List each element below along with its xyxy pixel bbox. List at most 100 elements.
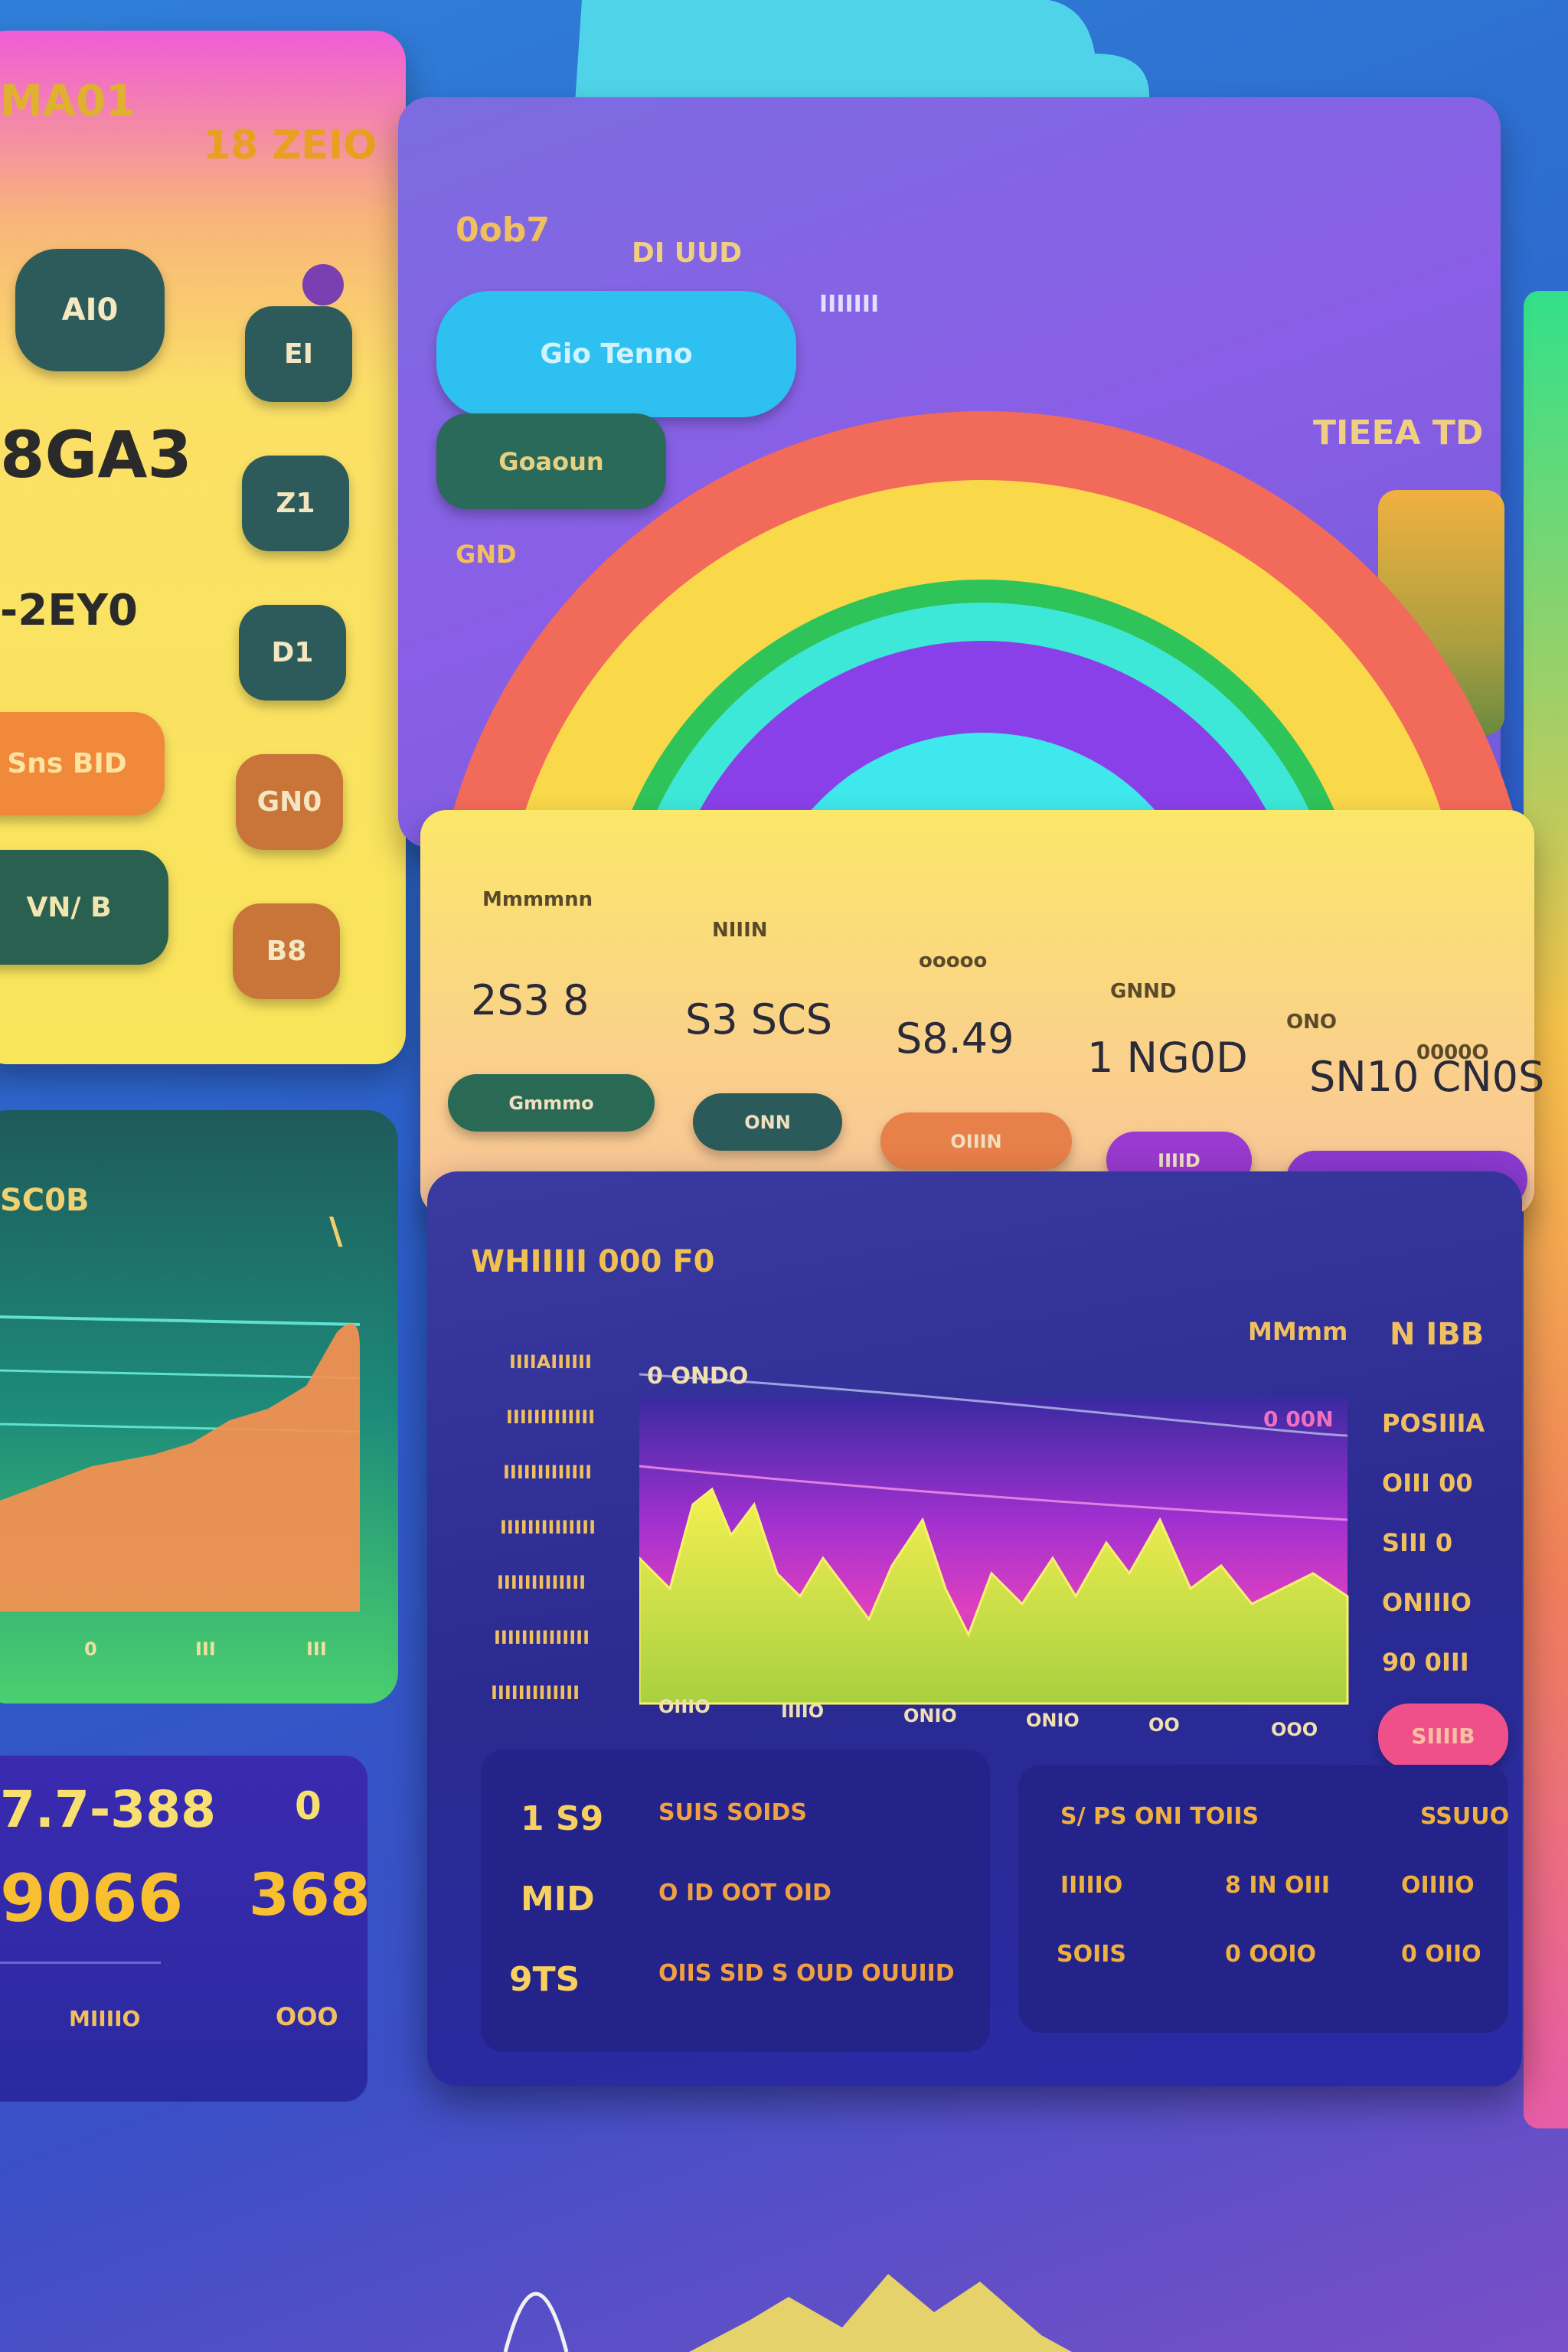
shape (689, 2274, 1072, 2352)
text: 0ob7 (456, 211, 550, 250)
text: IIIIIII (819, 291, 880, 318)
table-cell: SSUUO (1420, 1803, 1510, 1830)
table-cell: MID (521, 1880, 595, 1919)
table-cell: SOIIS (1057, 1941, 1127, 1968)
table-left (481, 1749, 990, 2052)
area-chart (639, 1373, 1349, 1705)
text: WHIIIII 000 F0 (471, 1244, 715, 1279)
row-label: IIIIIIIIIIIIII (494, 1627, 590, 1648)
stat-value: 1 NG0D (1087, 1034, 1248, 1082)
x-tick-label: OO (1148, 1714, 1180, 1736)
table-cell: S/ PS ONI TOIIS (1060, 1803, 1259, 1830)
text[interactable]: VN/ B (0, 850, 168, 965)
stat-label: ooooo (919, 949, 988, 972)
row-label: IIIIIIIIIIIII (491, 1682, 580, 1704)
stat-button[interactable]: ONN (693, 1093, 842, 1151)
text: 18 ZEIO (203, 122, 377, 168)
left-area-chart (0, 1315, 361, 1612)
text: 7.7-388 (0, 1780, 217, 1839)
edge-panel (1524, 291, 1568, 2128)
stat-value: 2S3 8 (471, 976, 590, 1024)
text[interactable]: AI0 (15, 249, 165, 371)
row-label: IIIIAIIIIII (509, 1351, 592, 1373)
table-cell: SUIS SOIDS (658, 1799, 807, 1826)
text: 0 ONDO (647, 1363, 749, 1390)
x-tick-label: ONIO (903, 1705, 957, 1726)
shape (503, 2292, 569, 2352)
side-label: POSIIIA (1382, 1409, 1485, 1438)
table-cell: OIIS SID S OUD OUUIID (658, 1960, 955, 1987)
stat-label: ONO (1286, 1011, 1337, 1034)
shape (0, 1315, 361, 1326)
text: MMmm (1248, 1317, 1348, 1346)
stat-label: 0000O (1416, 1041, 1489, 1064)
text: 8GA3 (0, 417, 192, 492)
text: SC0B (0, 1183, 90, 1218)
table-cell: 9TS (509, 1960, 580, 1999)
stat-label: GNND (1110, 980, 1177, 1003)
stat-button[interactable]: OIIIN (880, 1112, 1072, 1170)
stat-label: NIIIN (712, 919, 768, 942)
side-label: OIII 00 (1382, 1468, 1473, 1498)
x-tick-label: III (306, 1638, 327, 1660)
text[interactable]: SIIIIB (1378, 1704, 1508, 1769)
stat-value: S8.49 (896, 1014, 1014, 1063)
stat-label: Mmmmnn (482, 888, 593, 911)
text[interactable]: Goaoun (436, 413, 666, 509)
text[interactable]: Sns BID (0, 712, 165, 815)
x-tick-label: IIIIO (781, 1700, 825, 1722)
row-label: IIIIIIIIIIIIII (500, 1517, 596, 1538)
x-tick-label: OOO (1271, 1719, 1318, 1740)
x-tick-label: III (195, 1638, 216, 1660)
stat-value: SN10 CN0S (1309, 1053, 1545, 1101)
text: GND (456, 540, 517, 569)
table-cell: 8 IN OIII (1225, 1872, 1331, 1899)
row-label: IIIIIIIIIIIII (503, 1462, 593, 1483)
text: DI UUD (632, 237, 743, 269)
x-tick-label: 0 (84, 1638, 97, 1660)
text: \ (329, 1210, 343, 1253)
table-cell: 0 OIIO (1401, 1941, 1481, 1968)
side-button[interactable]: GN0 (236, 754, 343, 850)
stat-button[interactable]: Gmmmo (448, 1074, 655, 1132)
side-button[interactable]: EI (245, 306, 352, 402)
x-tick-label: ONIO (1026, 1710, 1080, 1731)
side-button[interactable]: D1 (239, 605, 346, 701)
side-button[interactable]: B8 (233, 903, 340, 999)
stat-value: S3 SCS (685, 995, 833, 1044)
side-label: ONIIIO (1382, 1588, 1472, 1617)
shape (639, 1373, 1348, 1437)
text: 0 00N (1263, 1406, 1334, 1432)
table-right (1018, 1765, 1508, 2033)
text: 0 (295, 1784, 322, 1828)
row-label: IIIIIIIIIIIII (497, 1572, 586, 1593)
shape (639, 1465, 1348, 1521)
table-cell: 1 S9 (521, 1799, 604, 1838)
shape (639, 1487, 1349, 1705)
table-cell: OIIIIO (1401, 1872, 1475, 1899)
text: MA01 (0, 77, 136, 126)
table-cell: IIIIIO (1060, 1872, 1123, 1899)
table-cell: O ID OOT OID (658, 1880, 831, 1906)
text: OOO (276, 2002, 338, 2031)
text: N IBB (1390, 1317, 1485, 1352)
shape (0, 1369, 361, 1380)
text[interactable]: Gio Tenno (436, 291, 796, 417)
text: 9066 (0, 1860, 184, 1937)
text: MIIIIO (69, 2006, 141, 2031)
text: 368 (249, 1860, 371, 1929)
dot (302, 264, 344, 305)
shape (0, 1323, 360, 1612)
text: -2EY0 (0, 586, 138, 635)
row-label: IIIIIIIIIIIII (506, 1406, 596, 1428)
side-label: 90 0III (1382, 1648, 1469, 1677)
side-button[interactable]: Z1 (242, 456, 349, 551)
text: TIEEA TD (1313, 413, 1484, 452)
divider (0, 1962, 161, 1964)
summary-panel (0, 1756, 368, 2102)
bottom-decoration (503, 2274, 1072, 2352)
x-tick-label: OIIIO (658, 1696, 710, 1717)
table-cell: 0 OOIO (1225, 1941, 1316, 1968)
side-label: SIII 0 (1382, 1528, 1453, 1557)
